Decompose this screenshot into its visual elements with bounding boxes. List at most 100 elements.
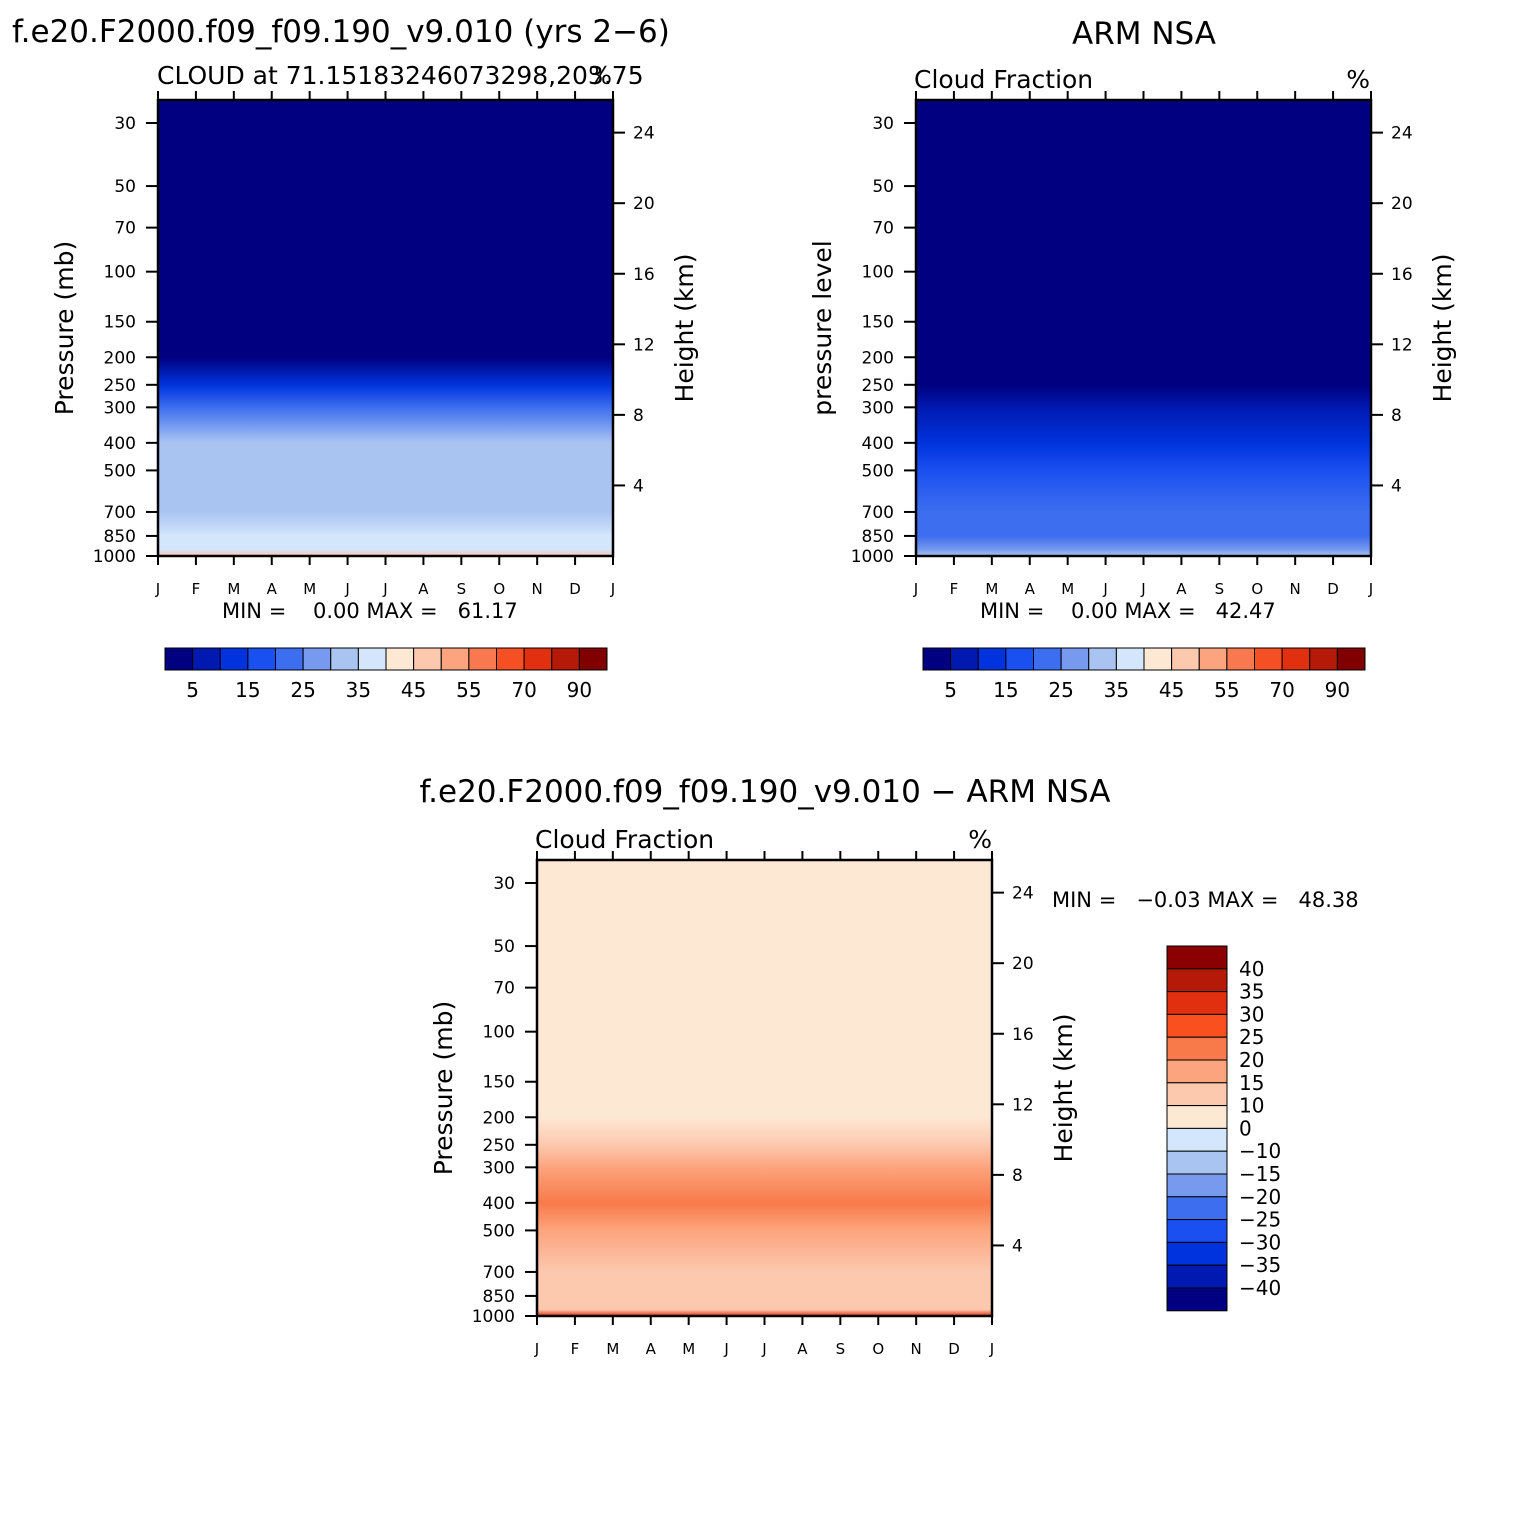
panel-model-ylabel: Pressure (mb) <box>50 241 79 415</box>
colorbar-box <box>440 647 470 671</box>
colorbar-box <box>1166 968 1228 993</box>
y-right-tick-label: 24 <box>1012 884 1034 904</box>
colorbar-box <box>1281 647 1311 671</box>
colorbar-label: −10 <box>1239 1139 1281 1163</box>
y-tick-label: 70 <box>872 219 894 239</box>
panel-diff-title: f.e20.F2000.f09_f09.190_v9.010 − ARM NSA <box>420 774 1111 810</box>
colorbar-box <box>1033 647 1062 671</box>
colorbar-box <box>1005 647 1034 671</box>
colorbar-box <box>551 647 580 671</box>
colorbar-box <box>1226 647 1255 671</box>
y-right-tick-label: 8 <box>633 406 644 426</box>
x-tick-label: M <box>227 580 240 598</box>
colorbar-label: 90 <box>567 678 592 702</box>
colorbar-box <box>1166 1105 1228 1129</box>
colorbar-label: 15 <box>1239 1071 1264 1095</box>
y-tick-label: 30 <box>114 114 136 134</box>
colorbar-label: 35 <box>1239 980 1264 1004</box>
colorbar-label: 35 <box>346 678 371 702</box>
y-tick-label: 300 <box>104 398 136 418</box>
x-tick-label: A <box>797 1340 808 1358</box>
y-tick-label: 500 <box>104 461 136 481</box>
y-tick-label: 700 <box>483 1263 515 1283</box>
colorbar-box <box>1166 1264 1228 1289</box>
panel-diff-subtitle-right: % <box>968 825 992 854</box>
panel-diff-ylabel: Pressure (mb) <box>429 1001 458 1175</box>
x-tick-label: J <box>989 1340 994 1358</box>
colorbar-box <box>1166 1219 1228 1243</box>
panel-diff: f.e20.F2000.f09_f09.190_v9.010 − ARM NSA… <box>420 774 1359 1358</box>
colorbar-label: 25 <box>1048 678 1073 702</box>
colorbar-box <box>1166 991 1228 1015</box>
colorbar-box <box>1088 647 1117 671</box>
colorbar-label: 55 <box>1214 678 1239 702</box>
x-tick-label: F <box>192 580 201 598</box>
y-tick-label: 200 <box>862 348 894 368</box>
x-tick-label: M <box>985 580 998 598</box>
panel-obs-plot-area <box>916 100 1371 556</box>
colorbar-label: 5 <box>944 678 957 702</box>
panel-model-title: f.e20.F2000.f09_f09.190_v9.010 (yrs 2−6) <box>12 14 670 50</box>
x-tick-label: S <box>836 1340 846 1358</box>
x-tick-label: M <box>1061 580 1074 598</box>
y-right-tick-label: 24 <box>1391 124 1413 144</box>
colorbar-label: −40 <box>1239 1276 1281 1300</box>
panel-model-stats: MIN = 0.00 MAX = 61.17 <box>222 599 518 623</box>
y-right-tick-label: 24 <box>633 124 655 144</box>
x-tick-label: J <box>155 580 160 598</box>
y-right-tick-label: 16 <box>633 265 655 285</box>
y-right-tick-label: 4 <box>1391 476 1402 496</box>
colorbar-label: 70 <box>511 678 536 702</box>
colorbar-box <box>922 647 952 671</box>
colorbar-label: 10 <box>1239 1094 1264 1118</box>
y-tick-label: 500 <box>483 1221 515 1241</box>
panel-obs-subtitle-left: Cloud Fraction <box>914 65 1093 94</box>
y-right-tick-label: 8 <box>1012 1166 1023 1186</box>
y-tick-label: 700 <box>862 503 894 523</box>
colorbar-box <box>357 647 387 671</box>
colorbar-label: 45 <box>1159 678 1184 702</box>
x-tick-label: D <box>569 580 581 598</box>
colorbar-box <box>413 647 442 671</box>
y-tick-label: 150 <box>483 1073 515 1093</box>
x-tick-label: M <box>682 1340 695 1358</box>
y-right-tick-label: 20 <box>633 194 655 214</box>
x-tick-label: N <box>1290 580 1301 598</box>
colorbar-box <box>1198 647 1228 671</box>
colorbar-box <box>578 647 608 671</box>
x-tick-label: J <box>913 580 918 598</box>
colorbar-box <box>1166 1013 1228 1038</box>
colorbar-box <box>302 647 332 671</box>
colorbar-box <box>1254 647 1283 671</box>
x-tick-label: J <box>610 580 615 598</box>
x-tick-label: S <box>1215 580 1225 598</box>
panel-diff-ylabel-right: Height (km) <box>1049 1014 1078 1163</box>
x-tick-label: N <box>532 580 543 598</box>
colorbar-box <box>1166 945 1228 970</box>
x-tick-label: J <box>344 580 349 598</box>
colorbar-box <box>275 647 304 671</box>
panel-diff-stats: MIN = −0.03 MAX = 48.38 <box>1052 888 1359 912</box>
colorbar-label: 30 <box>1239 1002 1264 1026</box>
colorbar-box <box>164 647 194 671</box>
colorbar-box <box>1166 1127 1228 1152</box>
colorbar-box <box>1166 1059 1228 1084</box>
panel-obs-ylabel: pressure level <box>808 240 837 415</box>
y-tick-label: 70 <box>493 979 515 999</box>
panel-diff-plot-area <box>537 860 992 1316</box>
colorbar-label: 90 <box>1325 678 1350 702</box>
y-right-tick-label: 16 <box>1391 265 1413 285</box>
y-tick-label: 500 <box>862 461 894 481</box>
colorbar-label: 15 <box>993 678 1018 702</box>
x-tick-label: J <box>1368 580 1373 598</box>
y-tick-label: 1000 <box>472 1307 515 1327</box>
panel-obs-stats: MIN = 0.00 MAX = 42.47 <box>980 599 1276 623</box>
colorbar-label: 45 <box>401 678 426 702</box>
colorbar-box <box>1166 1036 1228 1061</box>
colorbar-label: 25 <box>290 678 315 702</box>
y-tick-label: 150 <box>862 313 894 333</box>
colorbar-box <box>1309 647 1338 671</box>
colorbar-label: 20 <box>1239 1048 1264 1072</box>
colorbar-box <box>330 647 359 671</box>
